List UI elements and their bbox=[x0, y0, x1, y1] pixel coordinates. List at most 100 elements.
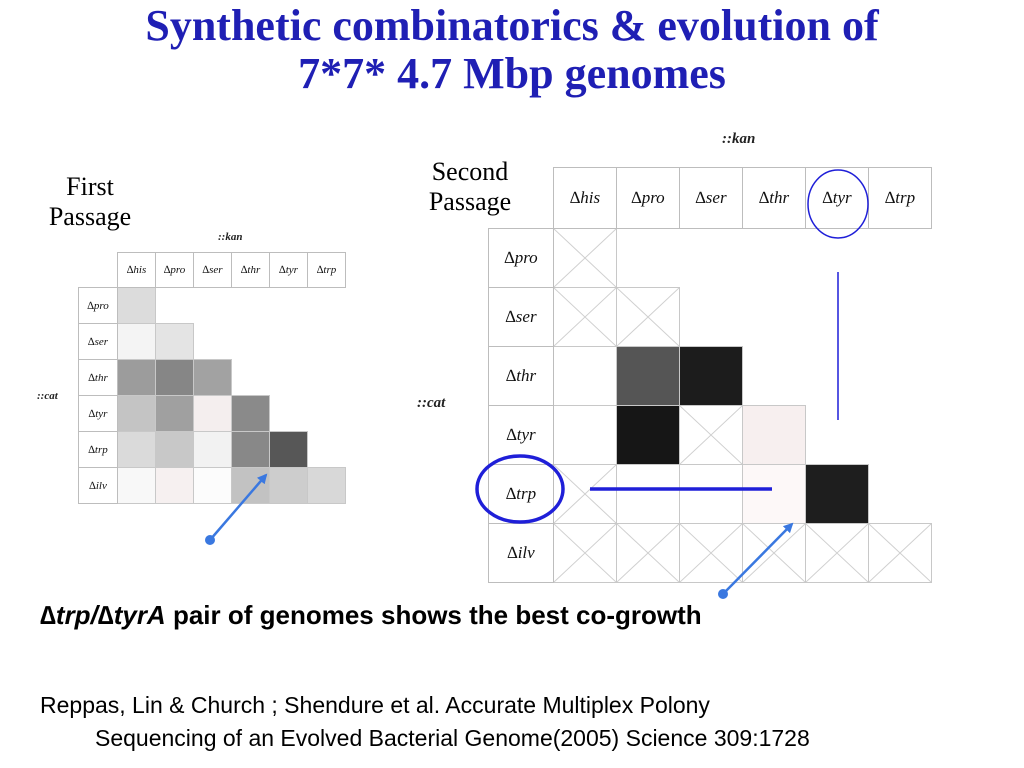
crossed-cell bbox=[679, 405, 743, 465]
shaded-cell bbox=[155, 395, 194, 432]
row-header: ∆thr bbox=[488, 346, 554, 406]
empty-cell bbox=[869, 288, 932, 347]
shaded-cell bbox=[117, 287, 156, 324]
empty-cell bbox=[806, 229, 869, 288]
second-passage-label-line-2: Passage bbox=[428, 187, 512, 216]
second-passage-label: Second Passage bbox=[405, 157, 535, 217]
empty-cell bbox=[232, 288, 270, 324]
shaded-cell bbox=[231, 467, 270, 504]
empty-cell bbox=[617, 229, 680, 288]
empty-cell bbox=[232, 324, 270, 360]
empty-cell bbox=[806, 406, 869, 465]
empty-cell bbox=[270, 324, 308, 360]
first-kan-marker: ::kan bbox=[218, 231, 243, 243]
crossed-cell bbox=[553, 464, 617, 524]
shaded-cell bbox=[117, 431, 156, 468]
shaded-cell bbox=[155, 467, 194, 504]
column-header: ∆ser bbox=[679, 167, 743, 229]
column-header: ∆pro bbox=[616, 167, 680, 229]
column-header: ∆thr bbox=[231, 252, 270, 288]
grid-row: ∆ilv bbox=[488, 523, 932, 583]
grid-row: ∆ser bbox=[488, 287, 932, 347]
crossed-cell bbox=[679, 523, 743, 583]
crossed-cell bbox=[553, 523, 617, 583]
empty-cell bbox=[270, 288, 308, 324]
crossed-cell bbox=[868, 523, 932, 583]
shaded-cell bbox=[117, 323, 156, 360]
crossed-cell bbox=[805, 523, 869, 583]
column-header: ∆tyr bbox=[269, 252, 308, 288]
crossed-cell bbox=[553, 287, 617, 347]
shaded-cell bbox=[553, 346, 617, 406]
empty-cell bbox=[156, 288, 194, 324]
empty-cell bbox=[806, 288, 869, 347]
shaded-cell bbox=[193, 359, 232, 396]
caption-pair: ∆trp/∆tyrA bbox=[40, 600, 166, 630]
shaded-cell bbox=[193, 395, 232, 432]
column-header: ∆trp bbox=[868, 167, 932, 229]
shaded-cell bbox=[616, 346, 680, 406]
empty-cell bbox=[308, 288, 346, 324]
first-cat-marker: ::cat bbox=[37, 390, 58, 402]
crossed-cell bbox=[553, 228, 617, 288]
shaded-cell bbox=[155, 359, 194, 396]
row-header: ∆ser bbox=[78, 323, 118, 360]
grid-corner bbox=[489, 168, 554, 229]
column-header: ∆pro bbox=[155, 252, 194, 288]
empty-cell bbox=[194, 288, 232, 324]
grid-row: ∆tyr bbox=[78, 395, 346, 432]
column-header: ∆thr bbox=[742, 167, 806, 229]
crossed-cell bbox=[616, 523, 680, 583]
title-line-1: Synthetic combinatorics & evolution of bbox=[145, 1, 879, 50]
row-header: ∆ser bbox=[488, 287, 554, 347]
crossed-cell bbox=[616, 287, 680, 347]
shaded-cell bbox=[117, 467, 156, 504]
first-passage-label-line-1: First bbox=[66, 172, 114, 201]
empty-cell bbox=[743, 229, 806, 288]
column-header: ∆tyr bbox=[805, 167, 869, 229]
row-header: ∆ilv bbox=[78, 467, 118, 504]
second-kan-marker: ::kan bbox=[722, 131, 756, 147]
shaded-cell bbox=[117, 359, 156, 396]
first-arrow-dot bbox=[205, 535, 215, 545]
slide-title: Synthetic combinatorics & evolution of 7… bbox=[0, 2, 1024, 98]
column-header: ∆his bbox=[117, 252, 156, 288]
shaded-cell bbox=[117, 395, 156, 432]
shaded-cell bbox=[742, 405, 806, 465]
shaded-cell bbox=[269, 467, 308, 504]
shaded-cell bbox=[307, 467, 346, 504]
shaded-cell bbox=[742, 464, 806, 524]
shaded-cell bbox=[553, 405, 617, 465]
row-header: ∆trp bbox=[78, 431, 118, 468]
second-passage-grid: ∆his ∆pro ∆ser ∆thr ∆tyr ∆trp ∆pro ∆ser ∆thr ∆tyr… bbox=[488, 167, 932, 583]
grid-row: ∆ilv bbox=[78, 467, 346, 504]
row-header: ∆tyr bbox=[78, 395, 118, 432]
grid-corner bbox=[79, 253, 118, 288]
shaded-cell bbox=[679, 346, 743, 406]
second-arrow-dot bbox=[718, 589, 728, 599]
first-passage-grid: ∆his ∆pro ∆ser ∆thr ∆tyr ∆trp ∆pro ∆ser ∆thr ∆tyr… bbox=[78, 252, 346, 504]
empty-cell bbox=[743, 347, 806, 406]
caption-text: pair of genomes shows the best co-growth bbox=[165, 600, 702, 630]
empty-cell bbox=[680, 288, 743, 347]
grid-row: ∆ser bbox=[78, 323, 346, 360]
row-header: ∆pro bbox=[78, 287, 118, 324]
shaded-cell bbox=[155, 431, 194, 468]
empty-cell bbox=[308, 360, 346, 396]
row-header: ∆ilv bbox=[488, 523, 554, 583]
grid-row: ∆pro bbox=[488, 228, 932, 288]
shaded-cell bbox=[805, 464, 869, 524]
row-header: ∆thr bbox=[78, 359, 118, 396]
caption: ∆trp/∆tyrA pair of genomes shows the bes… bbox=[40, 600, 702, 631]
grid-row: ∆pro bbox=[78, 287, 346, 324]
empty-cell bbox=[232, 360, 270, 396]
empty-cell bbox=[680, 229, 743, 288]
second-passage-label-line-1: Second bbox=[431, 157, 509, 186]
column-header: ∆ser bbox=[193, 252, 232, 288]
grid-header-row: ∆his ∆pro ∆ser ∆thr ∆tyr ∆trp bbox=[489, 167, 932, 229]
empty-cell bbox=[743, 288, 806, 347]
shaded-cell bbox=[616, 464, 680, 524]
shaded-cell bbox=[155, 323, 194, 360]
reference-line-1: Reppas, Lin & Church ; Shendure et al. A… bbox=[40, 692, 710, 718]
grid-row: ∆thr bbox=[488, 346, 932, 406]
